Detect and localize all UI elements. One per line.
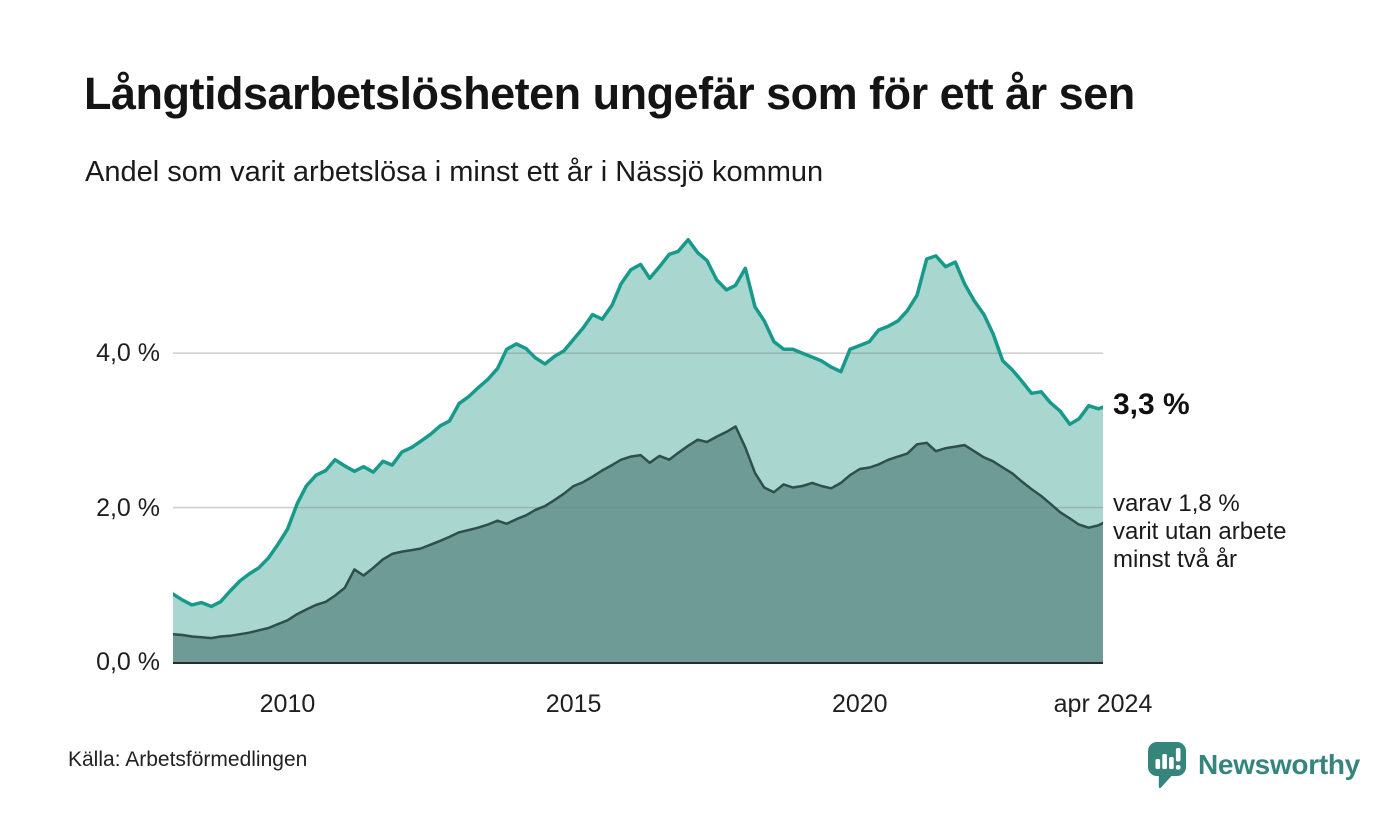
two-year-annotation-line: varit utan arbete bbox=[1113, 518, 1287, 545]
newsworthy-wordmark: Newsworthy bbox=[1198, 749, 1360, 780]
y-axis-label: 0,0 % bbox=[96, 648, 160, 676]
source-note: Källa: Arbetsförmedlingen bbox=[68, 748, 308, 771]
two-year-annotation-line: minst två år bbox=[1113, 546, 1238, 573]
y-axis-label: 4,0 % bbox=[96, 339, 160, 368]
x-axis-label: 2020 bbox=[831, 690, 888, 718]
latest-value-label: 3,3 % bbox=[1113, 388, 1190, 421]
x-axis-label: 2010 bbox=[259, 690, 316, 718]
newsworthy-logo-icon bbox=[1148, 742, 1186, 789]
y-axis-label: 2,0 % bbox=[96, 493, 160, 522]
two-year-annotation-line: varav 1,8 % bbox=[1113, 490, 1240, 517]
newsworthy-logo: Newsworthy bbox=[1146, 740, 1360, 790]
two-year-annotation: varav 1,8 % varit utan arbete minst två … bbox=[1113, 490, 1286, 574]
plot-area bbox=[173, 237, 1103, 664]
x-axis-label: apr 2024 bbox=[1053, 690, 1153, 718]
chart-subtitle: Andel som varit arbetslösa i minst ett å… bbox=[85, 156, 824, 188]
x-axis-label: 2015 bbox=[545, 690, 602, 718]
page-title: Långtidsarbetslösheten ungefär som för e… bbox=[84, 68, 1135, 119]
